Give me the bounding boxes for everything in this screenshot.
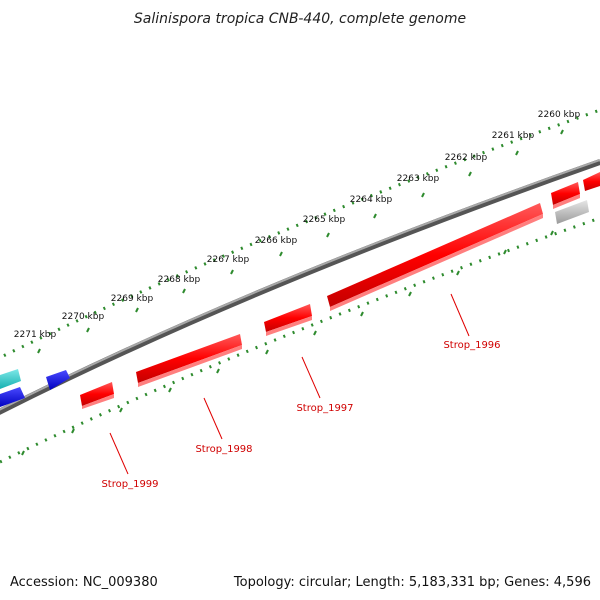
label-leader-lines bbox=[109, 293, 470, 475]
genome-backbone bbox=[0, 159, 600, 415]
gene-strop-1996-edge bbox=[330, 214, 543, 311]
major-tick bbox=[182, 288, 186, 294]
scale-labels: 2260 kbp 2261 kbp 2262 kbp 2263 kbp 2264… bbox=[14, 110, 581, 340]
leader-line-strop-1999 bbox=[109, 432, 129, 475]
scale-label: 2267 kbp bbox=[207, 255, 250, 265]
gene-feature-red[interactable] bbox=[551, 182, 580, 205]
major-tick bbox=[135, 307, 139, 313]
inner-major-ticks bbox=[21, 230, 554, 456]
leader-line-strop-1996 bbox=[450, 293, 470, 337]
major-tick bbox=[265, 349, 269, 355]
outer-tick-ring bbox=[0, 108, 600, 360]
scale-label: 2270 kbp bbox=[62, 312, 105, 322]
scale-label: 2268 kbp bbox=[158, 275, 201, 285]
major-tick bbox=[21, 450, 25, 456]
genome-summary-text: Topology: circular; Length: 5,183,331 bp… bbox=[233, 575, 591, 590]
major-tick bbox=[37, 348, 41, 354]
outer-major-ticks bbox=[37, 129, 564, 354]
leader-line-strop-1998 bbox=[203, 397, 223, 440]
gene-strop-1998[interactable] bbox=[136, 334, 242, 383]
gene-feature-red-edge bbox=[553, 194, 580, 209]
major-tick bbox=[456, 270, 460, 276]
scale-label: 2263 kbp bbox=[397, 174, 440, 184]
gene-strop-1999-edge bbox=[82, 394, 114, 409]
major-tick bbox=[468, 171, 472, 177]
gene-strop-1998-edge bbox=[138, 345, 242, 387]
scale-label: 2262 kbp bbox=[445, 153, 488, 163]
accession-text: Accession: NC_009380 bbox=[10, 575, 158, 590]
gene-strop-1997[interactable] bbox=[264, 304, 312, 332]
major-tick bbox=[373, 213, 377, 219]
gene-feature-cyan[interactable] bbox=[0, 369, 21, 389]
major-tick bbox=[408, 291, 412, 297]
gene-strop-1996[interactable] bbox=[327, 203, 543, 307]
major-tick bbox=[119, 407, 123, 413]
genome-backbone-highlight bbox=[0, 159, 600, 411]
genome-title: Salinispora tropica CNB-440, complete ge… bbox=[134, 11, 466, 27]
major-tick bbox=[279, 251, 283, 257]
major-tick bbox=[230, 269, 234, 275]
gene-feature-red[interactable] bbox=[583, 172, 600, 191]
scale-label: 2261 kbp bbox=[492, 131, 535, 141]
gene-feature-blue[interactable] bbox=[0, 387, 25, 407]
major-tick bbox=[515, 150, 519, 156]
gene-label-strop-1997[interactable]: Strop_1997 bbox=[296, 403, 353, 414]
gene-strop-1999[interactable] bbox=[80, 382, 114, 406]
major-tick bbox=[86, 327, 90, 333]
major-tick bbox=[550, 230, 554, 236]
gene-feature-blue[interactable] bbox=[46, 370, 70, 390]
scale-label: 2266 kbp bbox=[255, 236, 298, 246]
gene-strop-1997-edge bbox=[266, 316, 312, 336]
major-tick bbox=[503, 249, 507, 255]
gene-features bbox=[0, 172, 600, 409]
scale-label: 2264 kbp bbox=[350, 195, 393, 205]
major-tick bbox=[168, 387, 172, 393]
major-tick bbox=[313, 330, 317, 336]
gene-feature-gray[interactable] bbox=[555, 200, 589, 224]
gene-label-strop-1996[interactable]: Strop_1996 bbox=[443, 340, 500, 351]
gene-label-strop-1998[interactable]: Strop_1998 bbox=[195, 444, 252, 455]
scale-label: 2265 kbp bbox=[303, 215, 346, 225]
gene-label-strop-1999[interactable]: Strop_1999 bbox=[101, 479, 158, 490]
major-tick bbox=[360, 311, 364, 317]
major-tick bbox=[560, 129, 564, 135]
scale-label: 2269 kbp bbox=[111, 294, 154, 304]
major-tick bbox=[71, 428, 75, 434]
major-tick bbox=[216, 368, 220, 374]
major-tick bbox=[326, 232, 330, 238]
scale-label: 2271 kbp bbox=[14, 330, 57, 340]
scale-label: 2260 kbp bbox=[538, 110, 581, 120]
major-tick bbox=[421, 192, 425, 198]
leader-line-strop-1997 bbox=[301, 356, 321, 399]
inner-tick-ring bbox=[0, 216, 600, 464]
gene-labels: Strop_1996 Strop_1997 Strop_1998 Strop_1… bbox=[101, 340, 500, 490]
